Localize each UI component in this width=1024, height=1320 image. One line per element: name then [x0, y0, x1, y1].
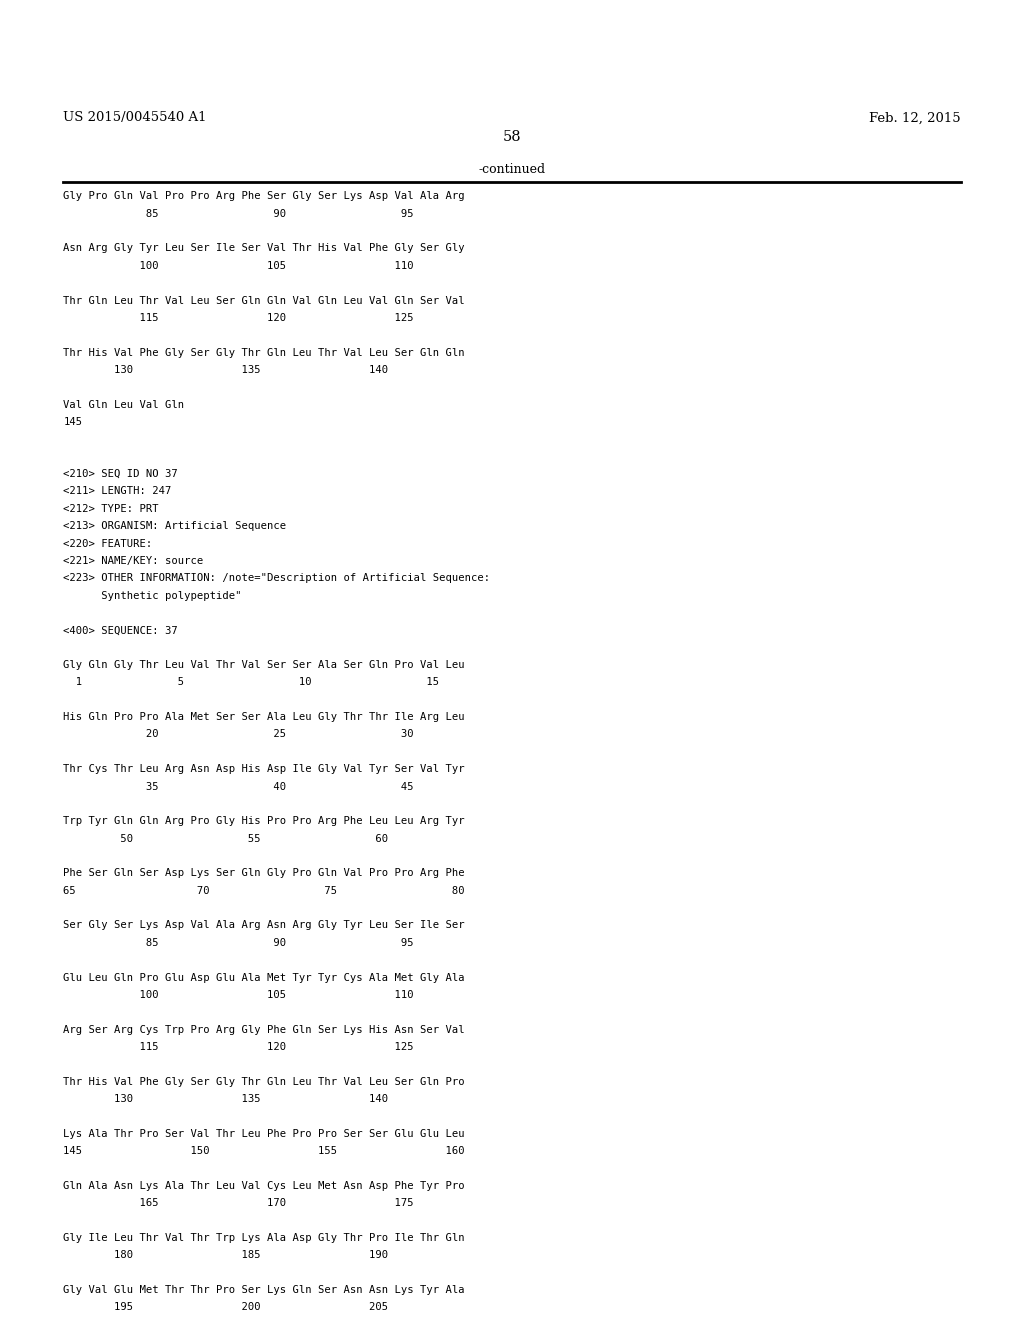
Text: Gly Ile Leu Thr Val Thr Trp Lys Ala Asp Gly Thr Pro Ile Thr Gln: Gly Ile Leu Thr Val Thr Trp Lys Ala Asp …: [63, 1233, 465, 1243]
Text: 130                 135                 140: 130 135 140: [63, 364, 389, 375]
Text: Synthetic polypeptide": Synthetic polypeptide": [63, 590, 242, 601]
Text: <212> TYPE: PRT: <212> TYPE: PRT: [63, 504, 159, 513]
Text: 1               5                  10                  15: 1 5 10 15: [63, 677, 439, 688]
Text: 130                 135                 140: 130 135 140: [63, 1094, 389, 1104]
Text: 85                  90                  95: 85 90 95: [63, 209, 414, 219]
Text: Phe Ser Gln Ser Asp Lys Ser Gln Gly Pro Gln Val Pro Pro Arg Phe: Phe Ser Gln Ser Asp Lys Ser Gln Gly Pro …: [63, 869, 465, 878]
Text: 195                 200                 205: 195 200 205: [63, 1303, 389, 1312]
Text: 145                 150                 155                 160: 145 150 155 160: [63, 1146, 465, 1156]
Text: 165                 170                 175: 165 170 175: [63, 1199, 414, 1208]
Text: US 2015/0045540 A1: US 2015/0045540 A1: [63, 111, 207, 124]
Text: 100                 105                 110: 100 105 110: [63, 261, 414, 271]
Text: Gln Ala Asn Lys Ala Thr Leu Val Cys Leu Met Asn Asp Phe Tyr Pro: Gln Ala Asn Lys Ala Thr Leu Val Cys Leu …: [63, 1181, 465, 1191]
Text: Val Gln Leu Val Gln: Val Gln Leu Val Gln: [63, 400, 184, 409]
Text: <221> NAME/KEY: source: <221> NAME/KEY: source: [63, 556, 204, 566]
Text: Feb. 12, 2015: Feb. 12, 2015: [869, 111, 961, 124]
Text: <211> LENGTH: 247: <211> LENGTH: 247: [63, 487, 172, 496]
Text: Thr Gln Leu Thr Val Leu Ser Gln Gln Val Gln Leu Val Gln Ser Val: Thr Gln Leu Thr Val Leu Ser Gln Gln Val …: [63, 296, 465, 305]
Text: 115                 120                 125: 115 120 125: [63, 1041, 414, 1052]
Text: Gly Gln Gly Thr Leu Val Thr Val Ser Ser Ala Ser Gln Pro Val Leu: Gly Gln Gly Thr Leu Val Thr Val Ser Ser …: [63, 660, 465, 671]
Text: His Gln Pro Pro Ala Met Ser Ser Ala Leu Gly Thr Thr Ile Arg Leu: His Gln Pro Pro Ala Met Ser Ser Ala Leu …: [63, 713, 465, 722]
Text: <210> SEQ ID NO 37: <210> SEQ ID NO 37: [63, 469, 178, 479]
Text: 115                 120                 125: 115 120 125: [63, 313, 414, 323]
Text: <220> FEATURE:: <220> FEATURE:: [63, 539, 153, 549]
Text: <223> OTHER INFORMATION: /note="Description of Artificial Sequence:: <223> OTHER INFORMATION: /note="Descript…: [63, 573, 490, 583]
Text: Thr His Val Phe Gly Ser Gly Thr Gln Leu Thr Val Leu Ser Gln Pro: Thr His Val Phe Gly Ser Gly Thr Gln Leu …: [63, 1077, 465, 1086]
Text: 35                  40                  45: 35 40 45: [63, 781, 414, 792]
Text: -continued: -continued: [478, 162, 546, 176]
Text: Gly Pro Gln Val Pro Pro Arg Phe Ser Gly Ser Lys Asp Val Ala Arg: Gly Pro Gln Val Pro Pro Arg Phe Ser Gly …: [63, 191, 465, 202]
Text: Thr His Val Phe Gly Ser Gly Thr Gln Leu Thr Val Leu Ser Gln Gln: Thr His Val Phe Gly Ser Gly Thr Gln Leu …: [63, 347, 465, 358]
Text: Arg Ser Arg Cys Trp Pro Arg Gly Phe Gln Ser Lys His Asn Ser Val: Arg Ser Arg Cys Trp Pro Arg Gly Phe Gln …: [63, 1024, 465, 1035]
Text: <213> ORGANISM: Artificial Sequence: <213> ORGANISM: Artificial Sequence: [63, 521, 287, 531]
Text: 50                  55                  60: 50 55 60: [63, 834, 389, 843]
Text: Glu Leu Gln Pro Glu Asp Glu Ala Met Tyr Tyr Cys Ala Met Gly Ala: Glu Leu Gln Pro Glu Asp Glu Ala Met Tyr …: [63, 973, 465, 982]
Text: 145: 145: [63, 417, 83, 428]
Text: Trp Tyr Gln Gln Arg Pro Gly His Pro Pro Arg Phe Leu Leu Arg Tyr: Trp Tyr Gln Gln Arg Pro Gly His Pro Pro …: [63, 816, 465, 826]
Text: Lys Ala Thr Pro Ser Val Thr Leu Phe Pro Pro Ser Ser Glu Glu Leu: Lys Ala Thr Pro Ser Val Thr Leu Phe Pro …: [63, 1129, 465, 1139]
Text: 20                  25                  30: 20 25 30: [63, 730, 414, 739]
Text: 85                  90                  95: 85 90 95: [63, 937, 414, 948]
Text: Thr Cys Thr Leu Arg Asn Asp His Asp Ile Gly Val Tyr Ser Val Tyr: Thr Cys Thr Leu Arg Asn Asp His Asp Ile …: [63, 764, 465, 775]
Text: 65                   70                  75                  80: 65 70 75 80: [63, 886, 465, 896]
Text: 180                 185                 190: 180 185 190: [63, 1250, 389, 1261]
Text: 100                 105                 110: 100 105 110: [63, 990, 414, 999]
Text: Asn Arg Gly Tyr Leu Ser Ile Ser Val Thr His Val Phe Gly Ser Gly: Asn Arg Gly Tyr Leu Ser Ile Ser Val Thr …: [63, 243, 465, 253]
Text: <400> SEQUENCE: 37: <400> SEQUENCE: 37: [63, 626, 178, 635]
Text: 58: 58: [503, 131, 521, 144]
Text: Ser Gly Ser Lys Asp Val Ala Arg Asn Arg Gly Tyr Leu Ser Ile Ser: Ser Gly Ser Lys Asp Val Ala Arg Asn Arg …: [63, 920, 465, 931]
Text: Gly Val Glu Met Thr Thr Pro Ser Lys Gln Ser Asn Asn Lys Tyr Ala: Gly Val Glu Met Thr Thr Pro Ser Lys Gln …: [63, 1284, 465, 1295]
